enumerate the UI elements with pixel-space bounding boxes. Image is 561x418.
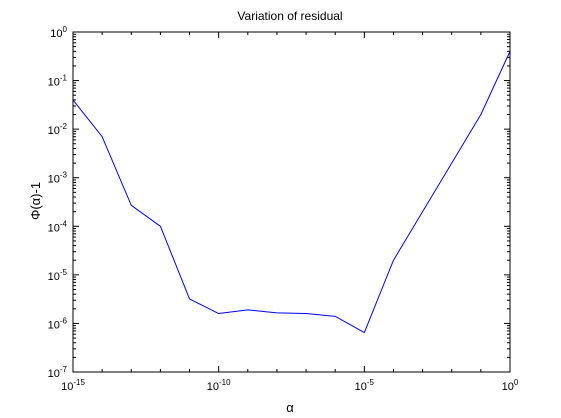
x-tick-label-base: 10 [355,381,367,393]
y-tick-label-base: 10 [48,319,60,331]
y-tick-label-exponent: -3 [60,171,68,180]
x-axis-label: α [286,400,294,415]
x-tick-label: 10-5 [355,378,375,393]
y-tick-label: 10-1 [48,74,68,89]
x-tick-label-exponent: 0 [514,378,519,387]
x-tick-label-exponent: -15 [73,378,85,387]
y-tick-label-exponent: 0 [63,25,68,34]
x-tick-label-base: 10 [207,381,219,393]
y-tick-label-base: 10 [48,77,60,89]
y-tick-label-base: 10 [48,368,60,380]
y-tick-label: 100 [50,25,67,40]
y-tick-label: 10-2 [48,122,68,137]
ticks-layer: 10-15 10-10 10-5 10010-710-610-510-410-310-… [48,25,519,393]
y-tick-label-base: 10 [48,174,60,186]
x-tick-label-exponent: -5 [367,378,375,387]
x-tick-label-exponent: -10 [219,378,231,387]
y-axis-label: Φ(α)-1 [28,182,43,220]
series-line [72,51,511,334]
y-tick-label: 10-3 [48,171,68,186]
y-tick-label: 10-4 [48,219,68,234]
x-tick-label-base: 10 [61,381,73,393]
x-tick-label-base: 10 [502,381,514,393]
y-tick-label-exponent: -4 [60,219,68,228]
y-tick-label: 10-7 [48,365,68,380]
y-tick-label-exponent: -6 [60,316,68,325]
series-layer [72,51,511,334]
x-tick-label: 10-15 [61,378,85,393]
y-tick-label-exponent: -1 [60,74,68,83]
x-tick-label: 100 [502,378,519,393]
x-tick-label: 10-10 [207,378,231,393]
y-tick-label: 10-5 [48,268,68,283]
y-tick-label-exponent: -5 [60,268,68,277]
y-tick-label-base: 10 [48,271,60,283]
y-tick-label: 10-6 [48,316,68,331]
y-tick-label-exponent: -2 [60,122,68,131]
y-tick-label-base: 10 [48,125,60,137]
y-tick-label-base: 10 [48,222,60,234]
chart-title: Variation of residual [237,9,342,23]
y-tick-label-exponent: -7 [60,365,68,374]
plot-frame [72,31,511,373]
y-tick-label-base: 10 [50,28,62,40]
